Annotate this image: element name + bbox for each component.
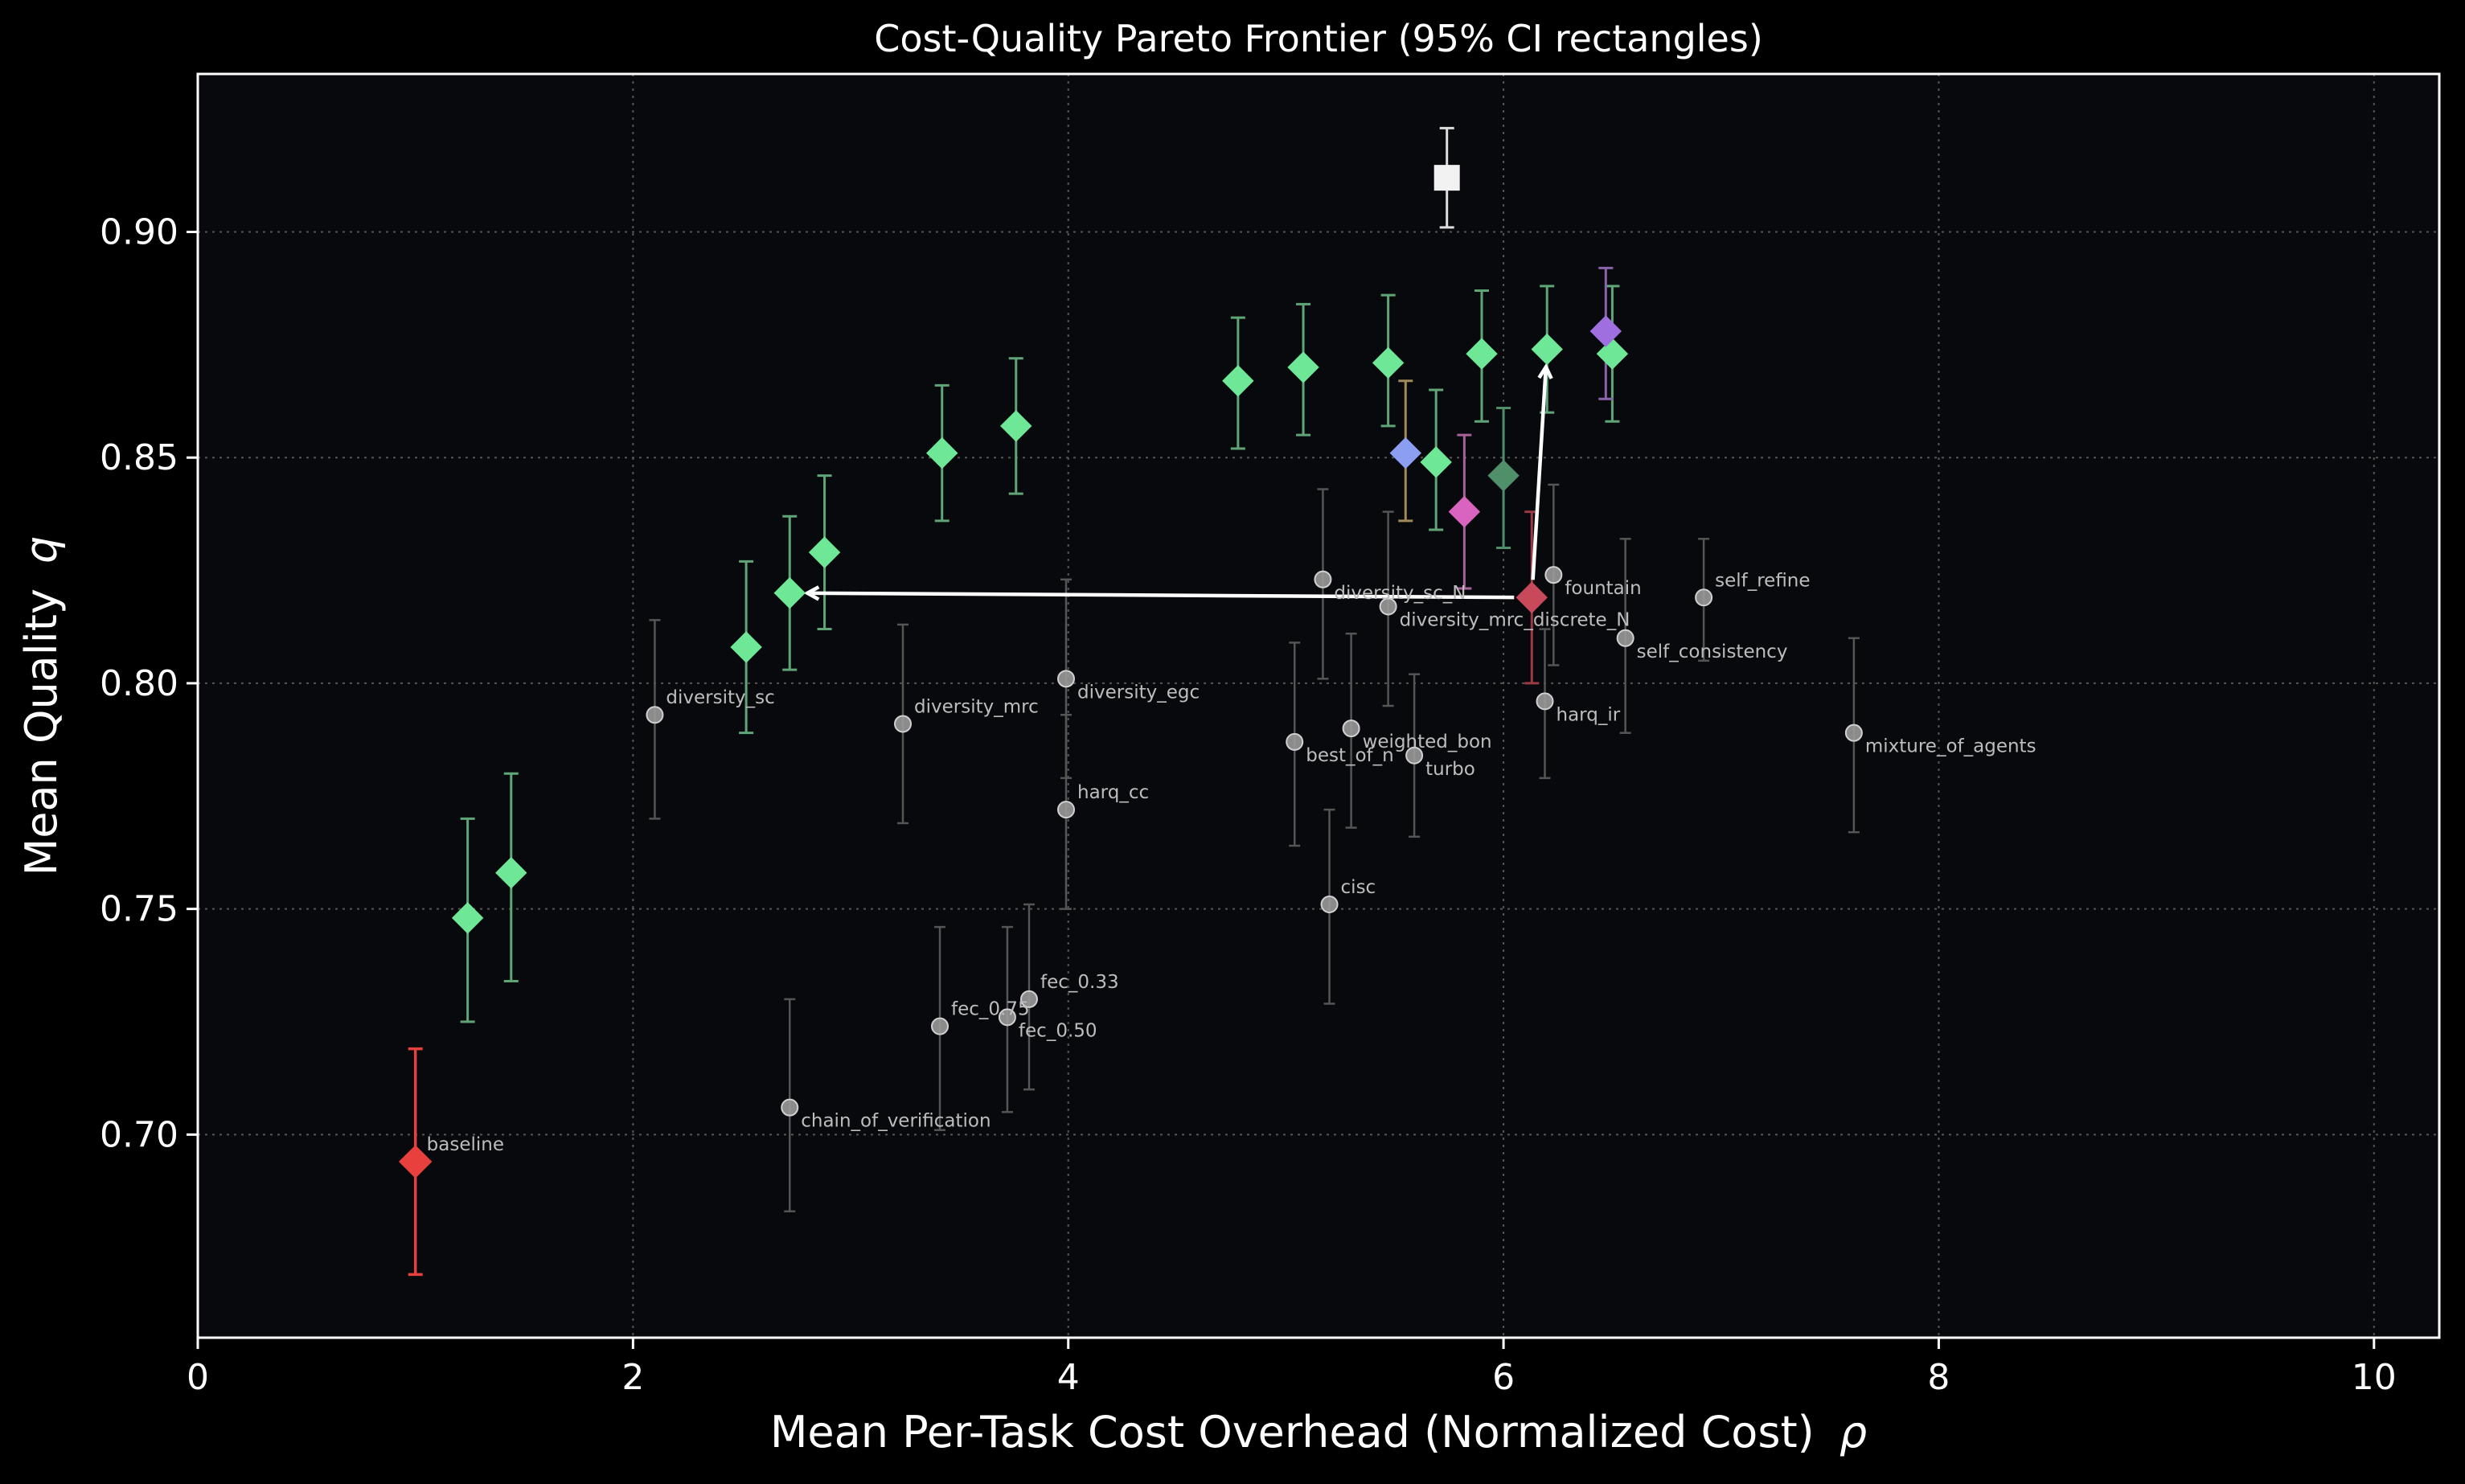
point-label: cisc: [1341, 877, 1376, 898]
method-point: [646, 706, 664, 724]
y-axis-label: Mean Quality q: [16, 536, 67, 876]
method-point: [1536, 692, 1554, 711]
y-tick-label: 0.70: [100, 1114, 178, 1155]
point-label: diversity_mrc_discrete_N: [1400, 609, 1630, 630]
pareto-point: [730, 631, 762, 663]
point-label: fec_0.33: [1040, 972, 1119, 993]
highlight-point: [1516, 581, 1548, 613]
point-label: mixture_of_agents: [1865, 736, 2036, 757]
point-labels: baseline diversity_sc chain_of_verificatio…: [427, 570, 2036, 1155]
plot-area: [198, 74, 2439, 1338]
arrow: [1531, 363, 1553, 580]
y-axis-label-symbol: q: [16, 536, 67, 564]
pareto-point: [495, 857, 527, 889]
arrow-head: [1537, 363, 1553, 379]
x-tick-label: 4: [1057, 1357, 1080, 1398]
highlight-point: [1589, 315, 1622, 347]
pareto-point: [926, 437, 958, 469]
arrow-shaft: [1531, 367, 1548, 580]
pareto-point: [1531, 333, 1563, 366]
pareto-point: [1000, 410, 1032, 442]
method-point: [1342, 719, 1360, 738]
method-point: [931, 1017, 949, 1035]
method-point: [1286, 732, 1304, 751]
pareto-point: [1372, 346, 1405, 379]
point-label: fountain: [1565, 578, 1641, 599]
y-tick-label: 0.90: [100, 212, 178, 253]
point-label: chain_of_verification: [801, 1111, 991, 1132]
x-axis-label-symbol: ρ: [1840, 1407, 1867, 1457]
method-point: [1544, 566, 1563, 584]
axis-ticks: 0 2 4 6 8 10 0.70 0.75 0.80 0.85 0.90: [100, 212, 2397, 1399]
point-label: weighted_bon: [1363, 732, 1492, 752]
arrow: [803, 585, 1515, 601]
point-label: harq_ir: [1557, 704, 1621, 725]
arrows: [803, 363, 1553, 601]
y-tick-label: 0.80: [100, 663, 178, 704]
method-point: [1057, 801, 1076, 819]
point-label: baseline: [427, 1134, 504, 1155]
point-label: diversity_mrc: [914, 696, 1039, 717]
pareto-point: [808, 536, 841, 568]
chart-title: Cost-Quality Pareto Frontier (95% CI rec…: [874, 17, 1763, 60]
method-point: [1844, 724, 1863, 742]
method-point: [1314, 570, 1332, 588]
x-tick-label: 0: [187, 1357, 209, 1398]
arrow-shaft: [807, 591, 1515, 600]
method-point: [1019, 990, 1038, 1008]
x-tick-label: 6: [1492, 1357, 1515, 1398]
x-tick-label: 10: [2352, 1357, 2397, 1398]
method-point: [1057, 670, 1076, 688]
point-label: fec_0.75: [951, 999, 1030, 1020]
point-label: best_of_n: [1306, 745, 1394, 766]
method-point: [1695, 588, 1713, 607]
baseline-point: [398, 1145, 433, 1179]
highlight-point: [1389, 437, 1421, 469]
y-axis-label-text: Mean Quality: [16, 588, 67, 875]
pareto-point: [773, 576, 806, 609]
x-tick-label: 8: [1927, 1357, 1950, 1398]
point-label: diversity_sc_N: [1334, 583, 1466, 604]
pareto-point: [1420, 446, 1452, 478]
y-tick-label: 0.75: [100, 889, 178, 930]
pareto-point: [1287, 351, 1319, 383]
method-point: [781, 1098, 799, 1117]
point-label: diversity_egc: [1077, 682, 1200, 703]
method-point: [1379, 597, 1397, 616]
top-point: [1433, 165, 1460, 191]
highlight-point: [1487, 459, 1520, 492]
point-label: fec_0.50: [1019, 1020, 1097, 1041]
data-points: [398, 165, 1863, 1179]
point-label: diversity_sc: [666, 687, 774, 708]
x-axis-label: Mean Per-Task Cost Overhead (Normalized …: [770, 1407, 1867, 1457]
highlight-point: [1448, 495, 1481, 528]
method-point: [1616, 629, 1634, 647]
x-tick-label: 2: [621, 1357, 644, 1398]
pareto-point: [1466, 338, 1498, 370]
x-axis-label-text: Mean Per-Task Cost Overhead (Normalized …: [770, 1407, 1815, 1457]
method-point: [894, 715, 913, 733]
point-label: self_refine: [1715, 570, 1810, 591]
method-point: [1320, 896, 1339, 914]
point-label: turbo: [1425, 759, 1475, 780]
method-point: [1405, 746, 1424, 765]
arrow-head: [803, 585, 820, 601]
pareto-point: [451, 902, 484, 934]
y-tick-label: 0.85: [100, 437, 178, 478]
pareto-point: [1596, 338, 1629, 370]
pareto-point: [1222, 365, 1254, 397]
plot-frame: [196, 72, 2441, 1339]
point-label: harq_cc: [1077, 782, 1149, 803]
method-point: [998, 1008, 1016, 1027]
point-label: self_consistency: [1637, 642, 1788, 662]
